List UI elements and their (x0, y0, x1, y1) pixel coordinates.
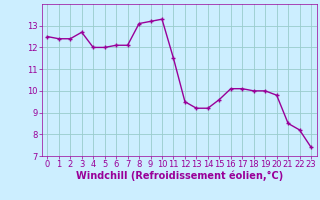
X-axis label: Windchill (Refroidissement éolien,°C): Windchill (Refroidissement éolien,°C) (76, 171, 283, 181)
